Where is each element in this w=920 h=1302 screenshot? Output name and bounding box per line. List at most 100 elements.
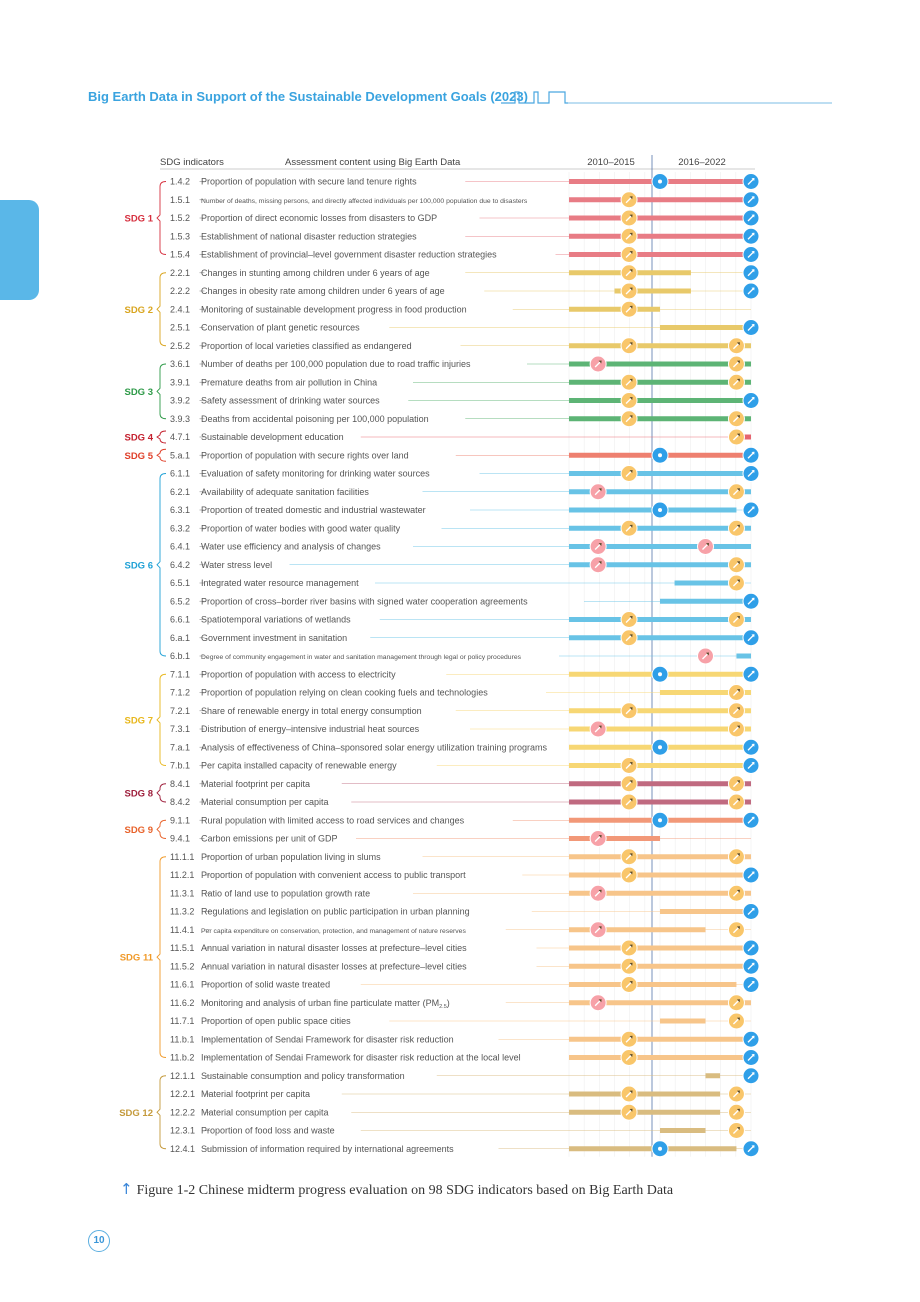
blue-dot-marker xyxy=(651,738,669,756)
indicator-code: 12.3.1 xyxy=(170,1126,195,1136)
progress-bar xyxy=(569,635,751,641)
indicator-text: Ratio of land use to population growth r… xyxy=(201,888,370,898)
indicator-code: 6.4.2 xyxy=(170,560,190,570)
indicator-text: Distribution of energy–intensive industr… xyxy=(201,724,420,734)
indicator-code: 7.a.1 xyxy=(170,742,190,752)
marker-arrow-head xyxy=(736,1108,740,1112)
orange-arrow-marker xyxy=(727,793,745,811)
indicator-text: Rural population with limited access to … xyxy=(201,815,465,825)
progress-bar xyxy=(569,945,751,951)
sdg-group-label: SDG 12 xyxy=(119,1108,153,1119)
marker-arrow-head xyxy=(736,1127,740,1130)
blue-dot-marker xyxy=(742,1049,760,1066)
indicator-text: Implementation of Sendai Framework for d… xyxy=(201,1053,521,1063)
marker-arrow-head xyxy=(598,561,602,565)
progress-bar xyxy=(569,361,751,367)
indicator-text: Carbon emissions per unit of GDP xyxy=(201,834,338,844)
progress-bar xyxy=(569,1000,751,1006)
blue-dot-marker xyxy=(742,446,760,464)
marker-arrow-head xyxy=(736,415,740,419)
progress-bar xyxy=(569,215,751,221)
indicator-text: Availability of adequate sanitation faci… xyxy=(201,487,369,497)
indicator-code: 9.1.1 xyxy=(170,815,190,825)
indicator-text: Integrated water resource management xyxy=(201,578,359,588)
indicator-code: 2.2.1 xyxy=(170,268,190,278)
indicator-text: Material consumption per capita xyxy=(201,1107,329,1117)
marker-arrow-head xyxy=(736,342,740,346)
indicator-text: Implementation of Sendai Framework for d… xyxy=(201,1034,454,1044)
marker-arrow-head xyxy=(706,652,709,656)
group-brace xyxy=(156,673,167,766)
indicator-text: Material footprint per capita xyxy=(201,1089,310,1099)
marker-arrow-head xyxy=(736,853,740,857)
indicator-code: 1.5.1 xyxy=(170,195,190,205)
indicator-code: 3.9.1 xyxy=(170,377,190,387)
orange-arrow-marker xyxy=(727,574,745,592)
sdg-group-label: SDG 8 xyxy=(124,788,153,799)
blue-dot-marker xyxy=(742,209,760,227)
marker-dot xyxy=(658,179,662,184)
sdg-group-label: SDG 6 xyxy=(124,560,153,571)
marker-arrow-head xyxy=(629,707,633,711)
orange-arrow-marker xyxy=(727,373,745,391)
indicator-code: 11.3.2 xyxy=(170,907,194,917)
progress-bar xyxy=(569,836,660,841)
orange-arrow-marker xyxy=(620,337,638,355)
blue-dot-marker xyxy=(742,392,760,409)
indicator-text: Analysis of effectiveness of China–spons… xyxy=(201,742,548,752)
orange-arrow-marker xyxy=(727,884,745,902)
progress-bar xyxy=(569,872,751,878)
progress-bar xyxy=(736,653,751,659)
pink-arrow-marker xyxy=(589,994,607,1012)
blue-dot-marker xyxy=(742,319,760,336)
sdg-group-label: SDG 9 xyxy=(124,825,153,836)
progress-bar xyxy=(660,1128,706,1133)
progress-bar xyxy=(569,854,751,860)
marker-arrow-head xyxy=(751,506,755,510)
indicator-code: 11.1.1 xyxy=(170,852,194,862)
indicator-text: Proportion of solid waste treated xyxy=(201,980,330,990)
progress-bar xyxy=(569,489,751,495)
marker-arrow-head xyxy=(629,1035,633,1039)
indicator-text: Water use efficiency and analysis of cha… xyxy=(201,542,381,552)
pink-arrow-marker xyxy=(589,720,607,738)
blue-dot-marker xyxy=(742,465,760,482)
orange-arrow-marker xyxy=(727,1012,745,1030)
orange-arrow-marker xyxy=(620,866,638,884)
marker-arrow-head xyxy=(629,470,633,473)
marker-arrow-head xyxy=(629,871,633,875)
orange-arrow-marker xyxy=(620,191,638,209)
indicator-text: Evaluation of safety monitoring for drin… xyxy=(201,469,430,479)
marker-dot xyxy=(658,672,662,677)
blue-dot-marker xyxy=(742,501,760,519)
marker-arrow-head xyxy=(751,1072,755,1076)
indicator-code: 2.5.1 xyxy=(170,323,190,333)
arrow-up-icon: ↑ xyxy=(120,1180,133,1198)
orange-arrow-marker xyxy=(727,428,745,446)
indicator-code: 11.4.1 xyxy=(170,925,194,935)
indicator-code: 5.a.1 xyxy=(170,450,190,460)
indicator-code: 11.6.2 xyxy=(170,998,194,1008)
marker-arrow-head xyxy=(751,232,755,236)
marker-arrow-head xyxy=(598,488,602,492)
orange-arrow-marker xyxy=(620,976,638,993)
progress-bar xyxy=(660,909,751,914)
progress-bar xyxy=(660,1018,706,1024)
orange-arrow-marker xyxy=(727,483,745,501)
indicator-text: Conservation of plant genetic resources xyxy=(201,323,360,333)
marker-arrow-head xyxy=(629,214,633,218)
indicator-code: 6.b.1 xyxy=(170,651,190,661)
marker-arrow-head xyxy=(736,889,740,893)
figure-caption: ↑ Figure 1-2 Chinese midterm progress eva… xyxy=(120,1180,673,1199)
orange-arrow-marker xyxy=(620,793,638,811)
marker-arrow-head xyxy=(751,944,755,948)
marker-arrow-head xyxy=(751,397,755,400)
progress-bar xyxy=(569,708,751,714)
group-brace xyxy=(156,363,167,420)
pink-arrow-marker xyxy=(589,355,607,373)
marker-arrow-head xyxy=(751,962,755,966)
orange-arrow-marker xyxy=(727,355,745,373)
indicator-text: Water stress level xyxy=(201,560,272,570)
subscript: 2.5 xyxy=(439,1004,447,1010)
progress-bar xyxy=(569,197,751,203)
